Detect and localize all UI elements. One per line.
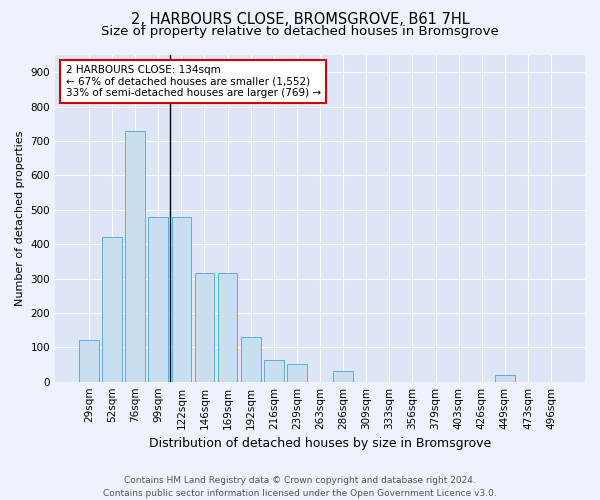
Text: Size of property relative to detached houses in Bromsgrove: Size of property relative to detached ho… [101, 25, 499, 38]
Bar [334, 372, 353, 382]
Bar [79, 340, 99, 382]
Bar [287, 364, 307, 382]
Text: 2 HARBOURS CLOSE: 134sqm
← 67% of detached houses are smaller (1,552)
33% of sem: 2 HARBOURS CLOSE: 134sqm ← 67% of detach… [65, 65, 321, 98]
Bar [264, 360, 284, 382]
Bar [102, 238, 122, 382]
Bar [172, 216, 191, 382]
Bar [241, 337, 260, 382]
Bar [148, 216, 168, 382]
Text: 2, HARBOURS CLOSE, BROMSGROVE, B61 7HL: 2, HARBOURS CLOSE, BROMSGROVE, B61 7HL [131, 12, 469, 28]
X-axis label: Distribution of detached houses by size in Bromsgrove: Distribution of detached houses by size … [149, 437, 491, 450]
Bar [218, 274, 238, 382]
Bar [125, 130, 145, 382]
Bar [495, 375, 515, 382]
Text: Contains HM Land Registry data © Crown copyright and database right 2024.
Contai: Contains HM Land Registry data © Crown c… [103, 476, 497, 498]
Y-axis label: Number of detached properties: Number of detached properties [15, 130, 25, 306]
Bar [194, 274, 214, 382]
